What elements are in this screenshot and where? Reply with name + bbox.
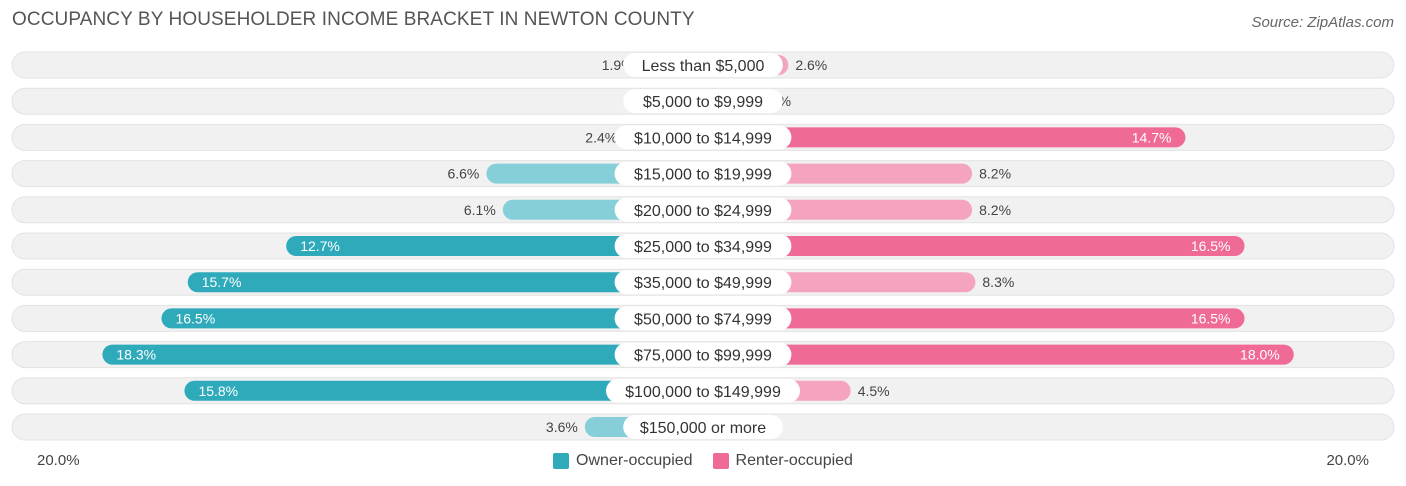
category-label: $150,000 or more bbox=[640, 420, 766, 437]
category-pill bbox=[614, 161, 792, 186]
value-label-owner: 15.8% bbox=[198, 383, 238, 399]
category-pill bbox=[623, 415, 783, 439]
bar-renter bbox=[693, 127, 1186, 148]
category-pill bbox=[614, 342, 792, 367]
category-label: $25,000 to $34,999 bbox=[634, 239, 772, 256]
value-label-owner: 16.5% bbox=[175, 310, 215, 326]
bar-owner bbox=[184, 380, 713, 401]
bar-owner bbox=[286, 236, 713, 256]
category-pill bbox=[623, 89, 783, 114]
category-label: $75,000 to $99,999 bbox=[634, 348, 772, 365]
category-pill bbox=[623, 53, 783, 77]
bar-owner bbox=[161, 308, 713, 329]
value-label-renter: 8.2% bbox=[979, 202, 1011, 218]
value-label-renter: 16.5% bbox=[1191, 238, 1231, 254]
category-label: Less than $5,000 bbox=[642, 58, 765, 75]
legend-swatch-renter bbox=[712, 453, 729, 469]
category-pill bbox=[614, 270, 792, 295]
chart-plot: 1.9%2.6%Less than $5,0000.6%1.5%$5,000 t… bbox=[11, 51, 1395, 441]
value-label-renter: 16.5% bbox=[1191, 310, 1231, 326]
bar-renter bbox=[693, 344, 1294, 365]
bar-renter bbox=[693, 308, 1245, 329]
value-label-owner: 6.6% bbox=[447, 166, 479, 182]
value-label-owner: 15.7% bbox=[202, 274, 242, 290]
legend-label-renter: Renter-occupied bbox=[735, 452, 853, 469]
source-note: Source: ZipAtlas.com bbox=[1251, 14, 1394, 31]
legend-swatch-owner bbox=[553, 453, 570, 469]
value-label-owner: 12.7% bbox=[300, 238, 340, 254]
chart-title: OCCUPANCY BY HOUSEHOLDER INCOME BRACKET … bbox=[12, 9, 695, 30]
axis-label-right: 20.0% bbox=[1326, 452, 1369, 469]
category-pill bbox=[614, 306, 792, 331]
legend: Owner-occupied Renter-occupied bbox=[0, 452, 1406, 470]
bar-owner bbox=[102, 344, 713, 365]
category-label: $35,000 to $49,999 bbox=[634, 275, 772, 292]
bar-renter bbox=[693, 236, 1245, 256]
category-label: $5,000 to $9,999 bbox=[643, 94, 763, 111]
category-label: $20,000 to $24,999 bbox=[634, 203, 772, 220]
category-pill bbox=[614, 234, 792, 258]
category-pill bbox=[614, 125, 792, 150]
value-label-renter: 2.6% bbox=[795, 57, 827, 73]
value-label-renter: 8.3% bbox=[982, 274, 1014, 290]
category-label: $100,000 to $149,999 bbox=[625, 384, 781, 401]
legend-item-renter[interactable]: Renter-occupied bbox=[712, 452, 853, 470]
axis-label-left: 20.0% bbox=[37, 452, 80, 469]
category-pill bbox=[606, 378, 800, 403]
value-label-renter: 8.2% bbox=[979, 166, 1011, 182]
category-label: $50,000 to $74,999 bbox=[634, 311, 772, 328]
category-label: $15,000 to $19,999 bbox=[634, 167, 772, 184]
value-label-owner: 6.1% bbox=[464, 202, 496, 218]
category-label: $10,000 to $14,999 bbox=[634, 130, 772, 147]
value-label-renter: 18.0% bbox=[1240, 347, 1280, 363]
value-label-renter: 4.5% bbox=[858, 383, 890, 399]
legend-item-owner[interactable]: Owner-occupied bbox=[553, 452, 693, 470]
bar-owner bbox=[187, 272, 714, 293]
category-pill bbox=[614, 197, 792, 222]
value-label-owner: 18.3% bbox=[116, 347, 156, 363]
value-label-owner: 2.4% bbox=[585, 129, 617, 145]
legend-label-owner: Owner-occupied bbox=[576, 452, 693, 469]
value-label-owner: 3.6% bbox=[546, 419, 578, 435]
value-label-renter: 14.7% bbox=[1132, 129, 1172, 145]
